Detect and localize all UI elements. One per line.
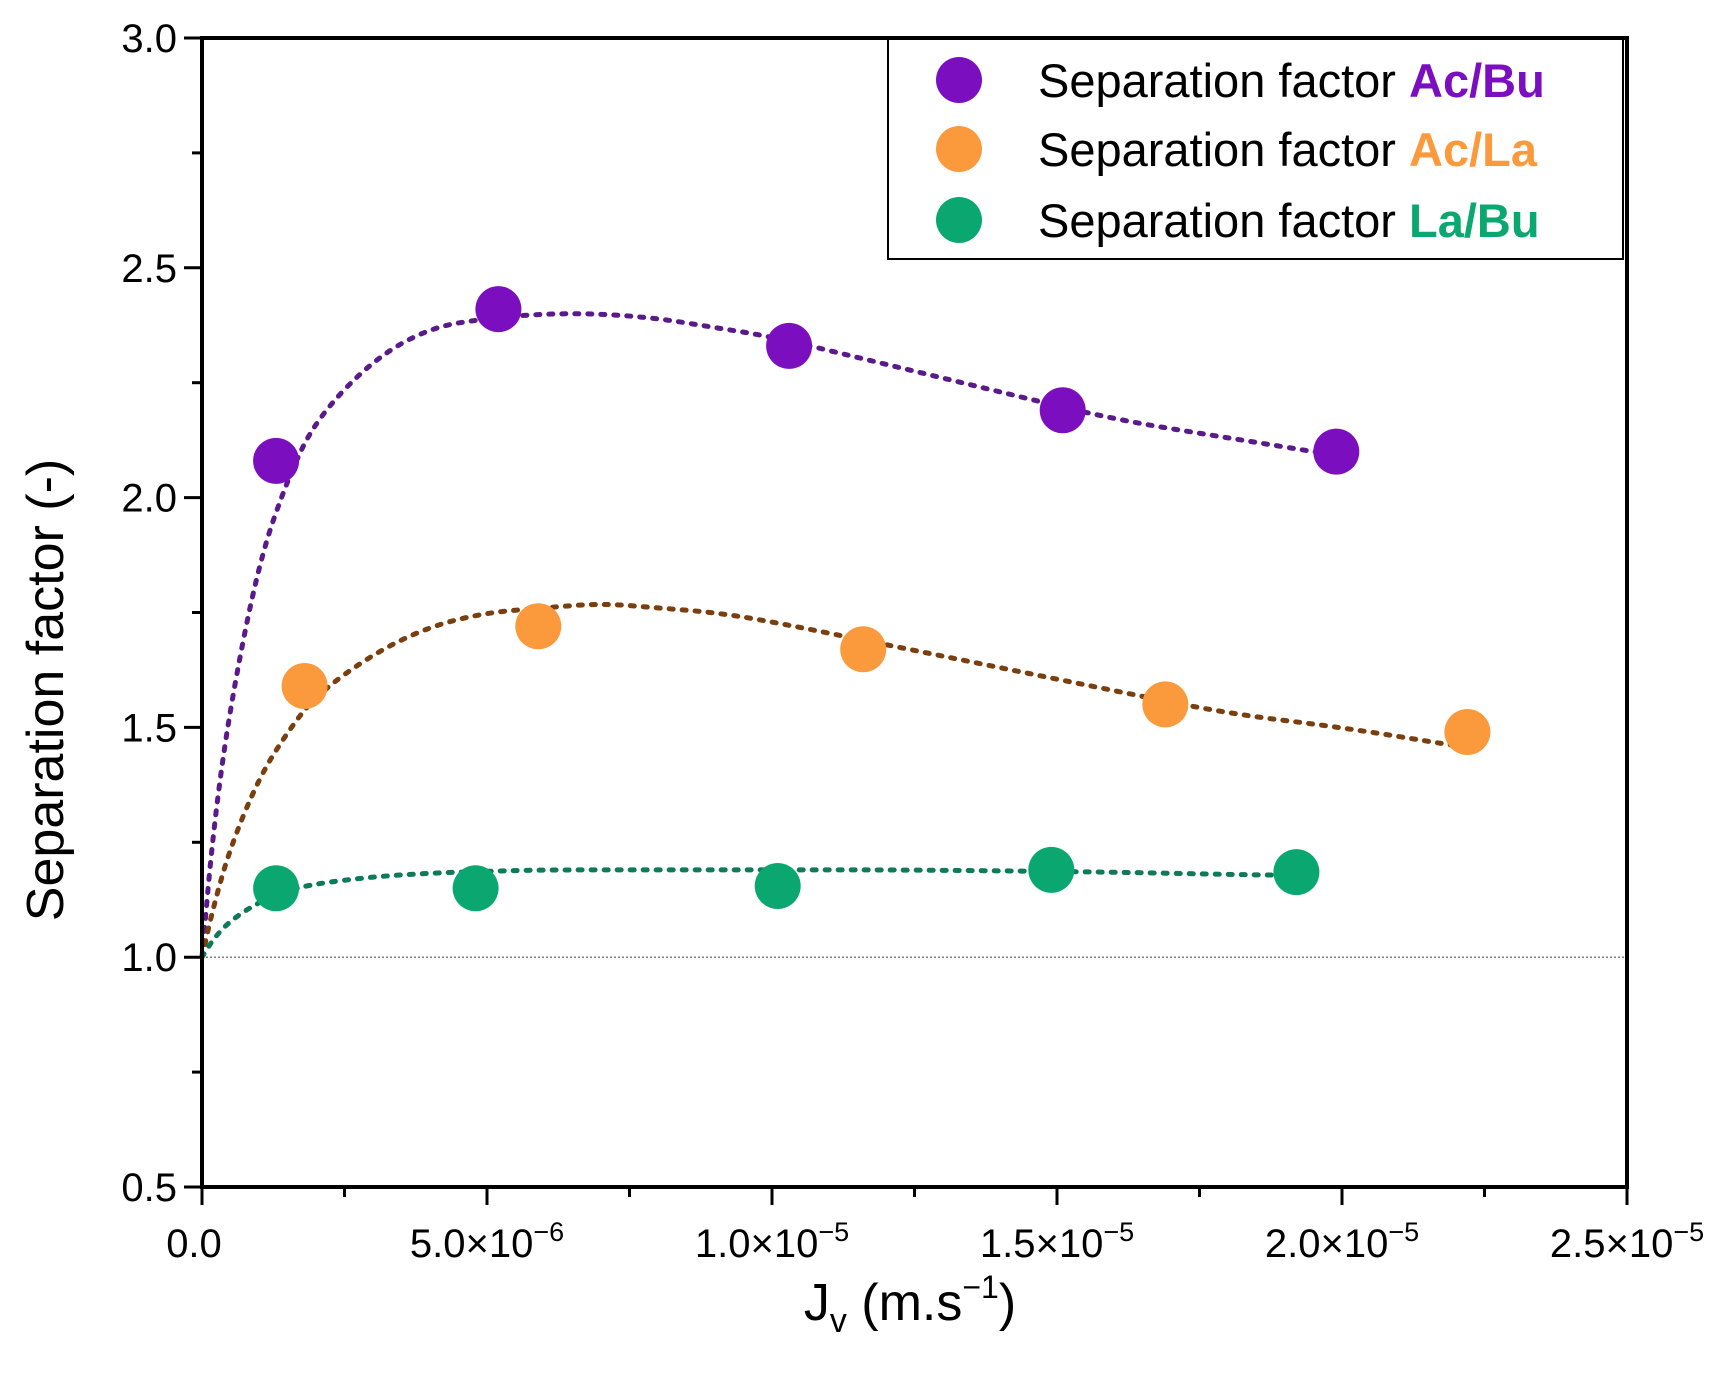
data-point-la-bu [754, 862, 801, 909]
data-point-la-bu [452, 865, 499, 912]
y-tick-label: 3.0 [121, 17, 177, 61]
legend-label: Separation factor Ac/La [1038, 123, 1538, 176]
legend-label: Separation factor Ac/Bu [1038, 54, 1545, 107]
data-point-la-bu [1273, 849, 1320, 896]
x-axis-title: Jv (m.s−1) [804, 1269, 1016, 1340]
data-point-ac-la [840, 626, 887, 673]
y-tick-label: 1.5 [121, 706, 177, 750]
data-point-ac-la [1142, 681, 1189, 728]
legend: Separation factor Ac/Bu Separation facto… [887, 38, 1624, 260]
data-point-ac-la [515, 603, 562, 650]
axis-ticks [184, 36, 1629, 1205]
data-point-ac-la [281, 663, 328, 710]
legend-entry: Separation factor Ac/La [936, 123, 1538, 176]
legend-marker-la-bu [936, 197, 982, 243]
data-point-la-bu [253, 865, 300, 912]
y-axis-title: Separation factor (-) [17, 459, 75, 921]
y-tick-labels: 0.5 1.0 1.5 2.0 2.5 3.0 [121, 17, 177, 1210]
data-markers [253, 286, 1491, 912]
data-point-ac-la [1444, 708, 1491, 755]
data-point-ac-bu [475, 286, 522, 333]
data-point-ac-bu [766, 322, 813, 369]
legend-label: Separation factor La/Bu [1038, 194, 1540, 247]
data-point-ac-bu [253, 437, 300, 484]
data-point-ac-bu [1313, 428, 1360, 475]
y-tick-label: 0.5 [121, 1166, 177, 1210]
y-tick-label: 1.0 [121, 936, 177, 980]
legend-marker-ac-bu [936, 57, 982, 103]
x-tick-label: 2.0×10−5 [1265, 1217, 1419, 1266]
legend-entry: Separation factor Ac/Bu [936, 54, 1545, 107]
x-tick-label: 5.0×10−6 [410, 1217, 564, 1266]
x-tick-label: 1.5×10−5 [980, 1217, 1134, 1266]
data-point-ac-bu [1039, 387, 1086, 434]
legend-box [887, 38, 1624, 260]
x-tick-labels: 0.0 5.0×10−6 1.0×10−5 1.5×10−5 2.0×10−5 … [166, 1217, 1704, 1266]
x-tick-label: 2.5×10−5 [1550, 1217, 1704, 1266]
legend-entry: Separation factor La/Bu [936, 194, 1540, 247]
x-tick-label: 0.0 [166, 1222, 222, 1266]
data-point-la-bu [1028, 846, 1075, 893]
fit-curve-la-bu [199, 867, 1299, 960]
x-tick-label: 1.0×10−5 [695, 1217, 849, 1266]
y-tick-label: 2.5 [121, 247, 177, 291]
legend-marker-ac-la [936, 126, 982, 172]
y-tick-label: 2.0 [121, 477, 177, 521]
